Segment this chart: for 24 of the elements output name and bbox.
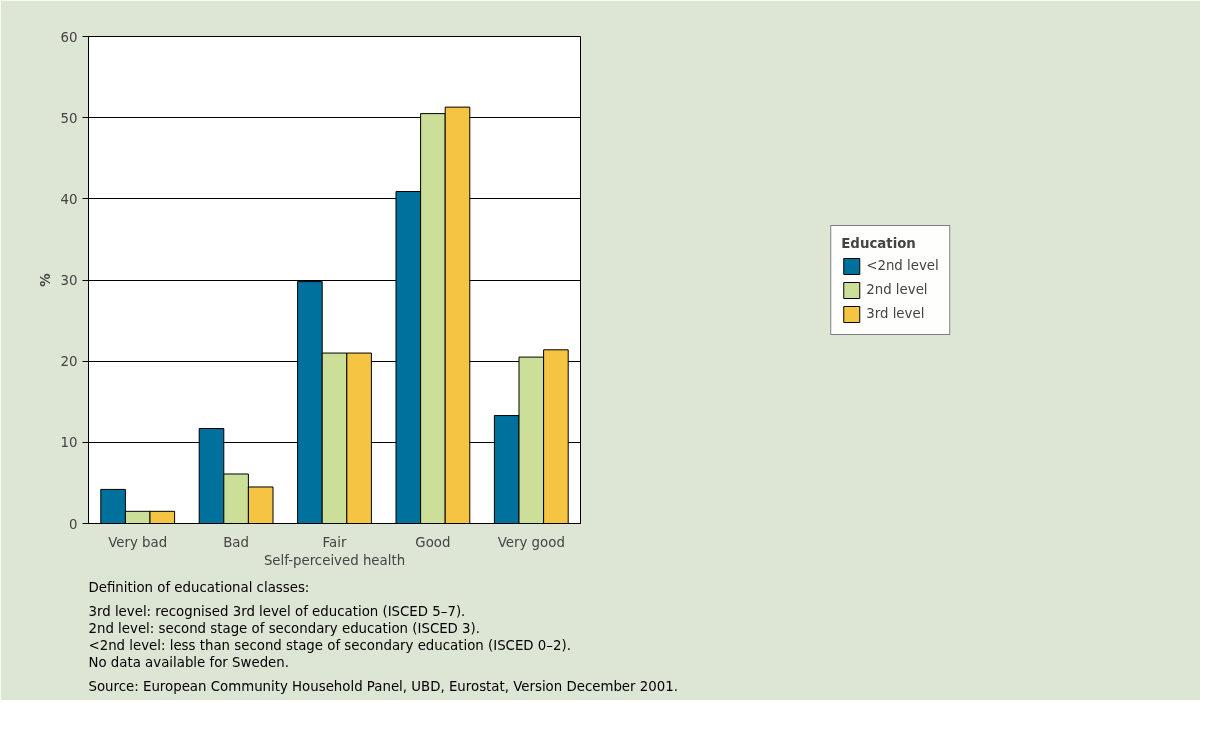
source-note: Source: European Community Household Panel, UBD, Eurostat, Version December 2001. (88, 678, 678, 694)
text: 2nd level: second stage of secondary education (ISCED 3). (88, 620, 481, 636)
x-tick-label: Bad (223, 534, 249, 550)
x-tick-label: Very bad (108, 534, 168, 550)
y-tick-label: 60 (60, 29, 78, 45)
text: No data available for Sweden. (88, 654, 289, 670)
legend-label: 3rd level (866, 306, 925, 321)
x-tick-label: Fair (322, 534, 347, 550)
y-tick-label: 40 (60, 191, 78, 207)
legend-label: <2nd level (866, 258, 939, 273)
x-axis-title: Self-perceived health (263, 552, 406, 568)
legend-label: 2nd level (866, 282, 928, 297)
x-tick-label: Very good (497, 534, 565, 550)
y-tick-label: 0 (69, 516, 78, 532)
y-tick-label: 50 (60, 110, 78, 126)
legend-title: Education (841, 235, 917, 251)
y-tick-label: 10 (60, 435, 78, 451)
text: Definition of educational classes: (88, 579, 310, 595)
y-tick-label: 20 (60, 354, 78, 370)
x-tick-label: Good (415, 534, 451, 550)
text: <2nd level: less than second stage of secondary education (ISCED 0–2). (88, 637, 571, 653)
y-axis-title: % (37, 273, 53, 287)
text: 3rd level: recognised 3rd level of education (ISCED 5–7). (88, 603, 466, 619)
y-tick-label: 30 (60, 273, 78, 288)
